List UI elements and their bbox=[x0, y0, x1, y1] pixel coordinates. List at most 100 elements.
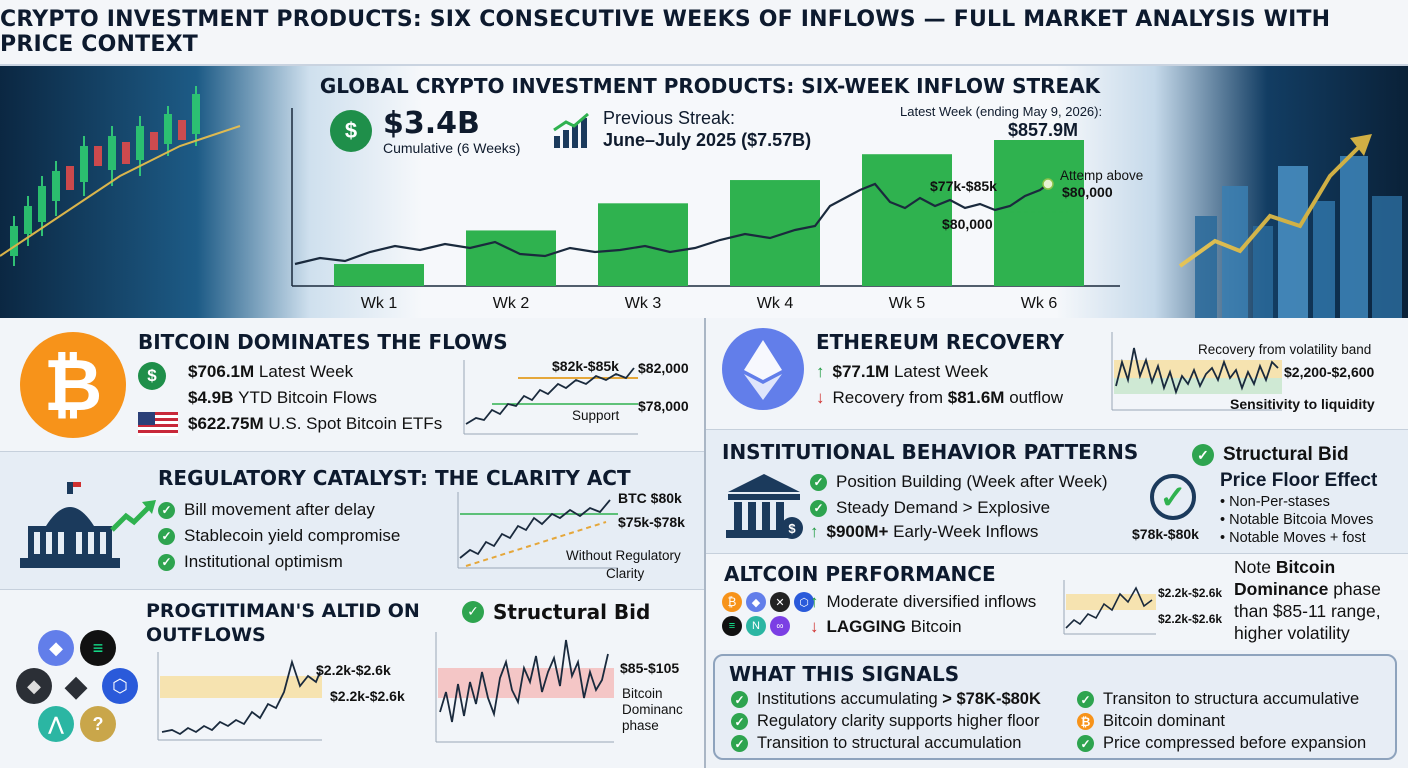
latest-week-label: Latest Week (ending May 9, 2026): bbox=[900, 104, 1103, 119]
inflow-bar-2 bbox=[466, 230, 556, 286]
altid-right-note-3: phase bbox=[622, 718, 659, 733]
altcoin-line-1: ↑ Moderate diversified inflows bbox=[810, 592, 1037, 611]
altcoin-icons-row-2: ≡ N ∞ bbox=[722, 616, 790, 636]
previous-streak-value: June–July 2025 ($7.57B) bbox=[603, 130, 812, 150]
previous-streak-label: Previous Streak: bbox=[603, 108, 736, 128]
hero-chart-frame bbox=[291, 108, 1120, 287]
altcoin-line-2: ↓ LAGGING Bitcoin bbox=[810, 617, 962, 636]
annot-attempt-1: Attemp above bbox=[1060, 168, 1144, 183]
check-icon: ✓ bbox=[810, 473, 827, 491]
altid-band-1: $2.2k-$2.6k bbox=[316, 662, 391, 678]
inflow-bar-3 bbox=[598, 203, 688, 286]
chainlink-coin-icon: ⬡ bbox=[102, 668, 138, 704]
bitcoin-chart-support: Support bbox=[572, 408, 620, 423]
arrow-down-icon: ↓ bbox=[816, 388, 825, 407]
signal-left-1: ✓ Institutions accumulating > $78K-$80K bbox=[731, 690, 1041, 709]
checkmark-badge-icon: ✓ bbox=[1150, 474, 1196, 520]
right-skyline-decoration bbox=[1178, 134, 1402, 318]
regulatory-section: REGULATORY CATALYST: THE CLARITY ACT ✓ Bi… bbox=[0, 452, 704, 590]
arrow-up-icon: ↑ bbox=[810, 592, 819, 611]
bitcoin-line-2: $4.9B YTD Bitcoin Flows bbox=[188, 388, 377, 407]
arrow-down-icon: ↓ bbox=[810, 617, 819, 636]
money-coins-icon: $ bbox=[330, 110, 372, 152]
regulatory-chart-range: $75k-$78k bbox=[618, 514, 685, 530]
cumulative-value: $3.4B bbox=[383, 106, 480, 141]
check-icon: ✓ bbox=[158, 527, 175, 545]
signal-right-1: ✓ Transiton to structura accumulative bbox=[1077, 690, 1359, 709]
ethereum-chart-range: $2,200-$2,600 bbox=[1284, 364, 1375, 380]
ethereum-dark-coin-icon: ◆ bbox=[16, 668, 52, 704]
altcoin-note: Note Bitcoin Dominance phase than $85-11… bbox=[1234, 557, 1381, 643]
bitcoin-mini-chart bbox=[463, 360, 638, 435]
signals-title: WHAT THIS SIGNALS bbox=[729, 662, 960, 686]
check-icon: ✓ bbox=[1192, 444, 1214, 466]
latest-week-value: $857.9M bbox=[1008, 120, 1079, 140]
institutional-item-2: ✓ Steady Demand > Explosive bbox=[810, 498, 1050, 518]
week-label-2: Wk 2 bbox=[493, 295, 530, 312]
inflow-bar-1 bbox=[334, 264, 424, 286]
ethereum-small-icon: ◆ bbox=[746, 592, 766, 612]
regulatory-item-3: ✓ Institutional optimism bbox=[158, 552, 343, 572]
altid-right-note-2: Dominanc bbox=[622, 702, 683, 717]
bitcoin-small-icon: ₿ bbox=[722, 592, 742, 612]
bitcoin-section: ₿ BITCOIN DOMINATES THE FLOWS $ $706.1M … bbox=[0, 318, 704, 452]
institutional-bullet-2: • Notable Bitcoia Moves bbox=[1220, 512, 1374, 528]
ethereum-section: ETHEREUM RECOVERY ↑ $77.1M Latest Week ↓ R… bbox=[706, 318, 1408, 430]
growth-chart-icon bbox=[552, 112, 592, 148]
annot-price-range: $77k-$85k bbox=[930, 178, 997, 194]
polygon-icon: ∞ bbox=[770, 616, 790, 636]
arrow-up-icon: ↑ bbox=[816, 362, 825, 381]
regulatory-mini-chart bbox=[457, 492, 618, 569]
inflow-bars bbox=[334, 140, 1084, 286]
altid-left-chart bbox=[157, 652, 322, 741]
regulatory-note-1: Without Regulatory bbox=[566, 548, 681, 563]
solana-small-icon: ≡ bbox=[722, 616, 742, 636]
signals-box: WHAT THIS SIGNALS ✓ Institutions accumula… bbox=[713, 654, 1397, 760]
bitcoin-line-1: $706.1M Latest Week bbox=[188, 362, 354, 381]
svg-text:$: $ bbox=[788, 521, 796, 536]
ethereum-chart-sensitivity: Sensitivity to liquidity bbox=[1230, 396, 1375, 412]
page-title: CRYPTO INVESTMENT PRODUCTS: SIX CONSECUT… bbox=[0, 0, 1408, 66]
institutional-item-3: ↑ $900M+ Early-Week Inflows bbox=[810, 522, 1039, 541]
inflow-bar-5 bbox=[862, 154, 952, 286]
xrp-icon: ✕ bbox=[770, 592, 790, 612]
week-label-3: Wk 3 bbox=[625, 295, 662, 312]
institutional-title: INSTITUTIONAL BEHAVIOR PATTERNS bbox=[722, 440, 1139, 464]
altid-title-2: OUTFLOWS bbox=[146, 624, 266, 646]
institutional-bid: ✓ Structural Bid bbox=[1192, 444, 1349, 466]
signal-right-3: ✓ Price compressed before expansion bbox=[1077, 734, 1366, 753]
arbitrum-coin-icon: ⋀ bbox=[38, 706, 74, 742]
ethereum-icon bbox=[722, 328, 804, 410]
regulatory-item-2: ✓ Stablecoin yield compromise bbox=[158, 526, 400, 546]
altid-title-1: PROGTITIMAN'S ALTID ON bbox=[146, 600, 420, 622]
inflow-bar-6 bbox=[994, 140, 1084, 286]
week-label-6: Wk 6 bbox=[1021, 295, 1058, 312]
altcoin-band-1: $2.2k-$2.6k bbox=[1158, 586, 1223, 600]
altid-right-chart bbox=[435, 632, 614, 743]
dollar-icon: $ bbox=[138, 362, 166, 390]
bitcoin-title: BITCOIN DOMINATES THE FLOWS bbox=[138, 330, 508, 354]
bank-icon: $ bbox=[724, 474, 804, 540]
altid-right-range: $85-$105 bbox=[620, 660, 680, 676]
altid-band-2: $2.2k-$2.6k bbox=[330, 688, 405, 704]
institutional-floor-title: Price Floor Effect bbox=[1220, 470, 1378, 491]
ethereum-title: ETHEREUM RECOVERY bbox=[816, 330, 1065, 354]
week-tick-labels: Wk 1 Wk 2 Wk 3 Wk 4 Wk 5 Wk 6 bbox=[361, 295, 1058, 312]
chainlink-small-icon: ⬡ bbox=[794, 592, 814, 612]
bitcoin-badge-icon: ₿ bbox=[1077, 713, 1094, 730]
altcoin-band-2: $2.2k-$2.6k bbox=[1158, 612, 1223, 626]
altcoin-title: ALTCOIN PERFORMANCE bbox=[724, 562, 996, 586]
annot-attempt-2: $80,000 bbox=[1062, 184, 1113, 200]
signal-left-2: ✓ Regulatory clarity supports higher floo… bbox=[731, 712, 1039, 731]
regulatory-title: REGULATORY CATALYST: THE CLARITY ACT bbox=[158, 466, 631, 490]
signal-left-3: ✓ Transition to structural accumulation bbox=[731, 734, 1021, 753]
hero-backdrop: Wk 1 Wk 2 Wk 3 Wk 4 Wk 5 Wk 6 bbox=[0, 86, 1402, 318]
signal-right-2: ₿ Bitcoin dominant bbox=[1077, 712, 1225, 731]
bitcoin-chart-bottom: $78,000 bbox=[638, 398, 689, 414]
hero-panel: Wk 1 Wk 2 Wk 3 Wk 4 Wk 5 Wk 6 GLOBAL CRYPTO I… bbox=[0, 66, 1408, 318]
check-icon: ✓ bbox=[1077, 735, 1094, 752]
check-icon: ✓ bbox=[810, 499, 827, 517]
cumulative-label: Cumulative (6 Weeks) bbox=[383, 140, 521, 156]
check-icon: ✓ bbox=[158, 501, 175, 519]
altid-structural-bid: ✓ Structural Bid bbox=[462, 600, 650, 624]
